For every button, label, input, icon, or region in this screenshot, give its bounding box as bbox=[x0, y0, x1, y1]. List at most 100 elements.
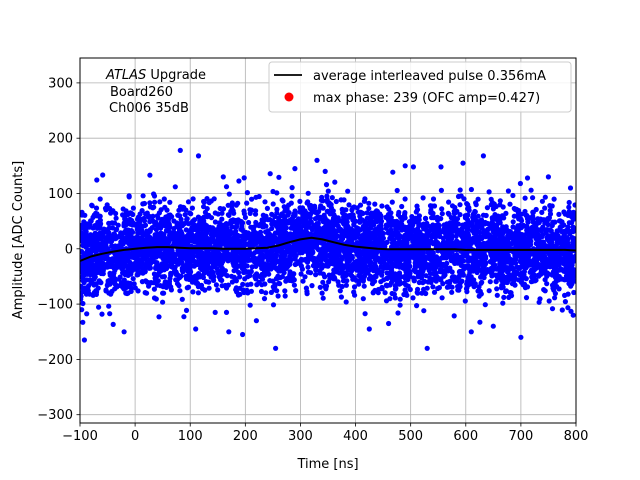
sample-point bbox=[244, 263, 250, 269]
sample-point bbox=[521, 243, 527, 249]
sample-point bbox=[190, 196, 196, 202]
sample-point bbox=[321, 212, 327, 218]
sample-point bbox=[84, 271, 90, 277]
sample-point bbox=[401, 280, 407, 286]
sample-point bbox=[488, 225, 495, 231]
sample-point bbox=[190, 253, 197, 260]
sample-point bbox=[531, 220, 538, 226]
sample-point bbox=[184, 285, 190, 291]
sample-point bbox=[115, 260, 121, 266]
sample-point bbox=[91, 282, 97, 288]
sample-point bbox=[465, 275, 471, 281]
sample-point bbox=[358, 209, 364, 215]
sample-point bbox=[388, 227, 394, 233]
sample-point bbox=[275, 293, 281, 299]
sample-point bbox=[421, 255, 427, 262]
sample-point bbox=[338, 294, 344, 300]
sample-point bbox=[330, 271, 336, 277]
sample-point bbox=[389, 264, 395, 270]
sample-point bbox=[260, 212, 266, 218]
sample-point bbox=[419, 235, 425, 241]
sample-point bbox=[396, 209, 402, 215]
sample-point bbox=[360, 278, 366, 284]
sample-point bbox=[141, 215, 147, 222]
sample-point bbox=[447, 241, 453, 247]
sample-point bbox=[380, 230, 386, 237]
sample-point bbox=[464, 289, 470, 295]
sample-point bbox=[249, 264, 255, 270]
sample-point bbox=[195, 290, 201, 296]
sample-point bbox=[127, 280, 133, 286]
sample-point bbox=[236, 269, 242, 276]
sample-point bbox=[434, 224, 440, 230]
sample-point bbox=[286, 259, 292, 265]
sample-point bbox=[470, 235, 476, 242]
sample-point bbox=[524, 284, 531, 290]
sample-point bbox=[572, 211, 576, 217]
sample-point bbox=[368, 259, 374, 265]
sample-point bbox=[532, 278, 538, 284]
sample-point bbox=[352, 229, 358, 235]
sample-point bbox=[281, 270, 287, 276]
sample-point bbox=[158, 207, 164, 213]
sample-point bbox=[318, 257, 324, 264]
sample-point bbox=[460, 272, 466, 278]
sample-point bbox=[494, 274, 500, 280]
sample-point bbox=[279, 211, 285, 217]
sample-point bbox=[247, 210, 253, 216]
sample-point bbox=[494, 292, 500, 298]
sample-point bbox=[378, 223, 384, 229]
sample-point bbox=[320, 205, 326, 211]
sample-point bbox=[219, 216, 225, 222]
sample-point bbox=[94, 225, 100, 231]
sample-point bbox=[511, 233, 517, 239]
sample-point bbox=[289, 185, 295, 191]
sample-point bbox=[215, 287, 221, 293]
sample-point bbox=[80, 296, 84, 302]
sample-point bbox=[397, 302, 403, 308]
sample-point bbox=[402, 211, 408, 218]
sample-point bbox=[267, 249, 274, 255]
sample-point bbox=[338, 218, 344, 224]
sample-point bbox=[338, 197, 344, 203]
sample-point bbox=[229, 258, 235, 264]
sample-point bbox=[414, 303, 420, 309]
sample-point bbox=[248, 251, 254, 257]
sample-point bbox=[117, 255, 123, 261]
sample-point bbox=[378, 218, 385, 224]
sample-point bbox=[120, 260, 126, 266]
sample-point bbox=[329, 195, 335, 201]
sample-point bbox=[178, 221, 184, 227]
sample-point bbox=[190, 289, 196, 295]
sample-point bbox=[227, 231, 233, 237]
sample-point bbox=[334, 219, 340, 225]
sample-point bbox=[478, 267, 484, 273]
sample-point bbox=[510, 239, 516, 245]
sample-point bbox=[428, 279, 434, 285]
sample-point bbox=[145, 214, 152, 220]
sample-point bbox=[524, 224, 530, 230]
sample-point bbox=[428, 262, 434, 268]
sample-point bbox=[276, 174, 282, 180]
sample-point bbox=[220, 206, 227, 212]
sample-point bbox=[113, 253, 119, 259]
sample-point bbox=[223, 226, 229, 233]
sample-point bbox=[525, 242, 531, 248]
sample-point bbox=[156, 314, 162, 320]
sample-point bbox=[252, 211, 259, 217]
sample-point bbox=[339, 268, 345, 274]
sample-point bbox=[458, 243, 464, 249]
sample-point bbox=[474, 242, 480, 248]
sample-point bbox=[486, 288, 492, 294]
sample-point bbox=[122, 236, 128, 242]
sample-point bbox=[414, 207, 421, 213]
sample-point bbox=[256, 249, 262, 255]
sample-point bbox=[309, 283, 315, 289]
sample-point bbox=[240, 220, 246, 226]
sample-point bbox=[184, 216, 190, 223]
sample-point bbox=[447, 225, 453, 231]
sample-point bbox=[530, 209, 536, 215]
sample-point bbox=[95, 219, 101, 225]
sample-point bbox=[571, 289, 576, 296]
sample-point bbox=[459, 254, 465, 260]
